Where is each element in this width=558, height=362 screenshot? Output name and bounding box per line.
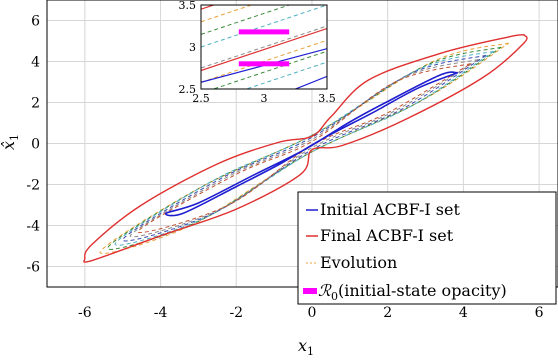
inset-y-tick-label-2: 3.5 bbox=[179, 0, 197, 12]
inset: 2.5 3 3.5 2.5 3 3.5 bbox=[179, 0, 336, 105]
inset-x-tick-label-2: 3.5 bbox=[318, 92, 336, 105]
inset-line-4 bbox=[201, 25, 327, 69]
x-tick-label-3: 0 bbox=[308, 305, 317, 321]
inset-line-7 bbox=[212, 50, 327, 89]
y-tick-label-6: 6 bbox=[31, 14, 40, 30]
final-acbf-set-curve bbox=[83, 33, 528, 263]
opacity-bar-1 bbox=[238, 61, 290, 67]
inset-frame-border bbox=[200, 4, 328, 90]
y-axis-label: x̂ 1 bbox=[0, 134, 21, 150]
legend-label-initial: Initial ACBF-I set bbox=[320, 200, 460, 219]
x-axis-label: x 1 bbox=[298, 336, 314, 358]
curves-layer bbox=[83, 33, 528, 263]
x-axis-label-text: x bbox=[298, 336, 307, 355]
y-axis-label-text: x̂ bbox=[0, 141, 18, 150]
inset-x-tick-label-1: 3 bbox=[261, 92, 268, 105]
x-tick-label-5: 4 bbox=[459, 305, 468, 321]
legend-label-evolution: Evolution bbox=[320, 253, 397, 272]
inset-y-tick-label-1: 3 bbox=[189, 41, 196, 54]
legend-label-opacity: (initial-state opacity) bbox=[338, 281, 507, 300]
x-tick-label-1: -4 bbox=[154, 305, 168, 321]
inset-line-2 bbox=[201, 5, 291, 35]
legend-swatch-opacity bbox=[303, 288, 317, 294]
inset-line-8 bbox=[244, 61, 327, 89]
inset-line-10 bbox=[293, 75, 327, 89]
legend: Initial ACBF-I set Final ACBF-I set Evol… bbox=[297, 191, 557, 305]
y-tick-label-3: 0 bbox=[31, 137, 40, 153]
inset-tick-labels: 2.5 3 3.5 2.5 3 3.5 bbox=[179, 0, 336, 105]
evolution-curve-5 bbox=[137, 63, 472, 234]
legend-label-final: Final ACBF-I set bbox=[320, 226, 454, 245]
y-tick-label-5: 4 bbox=[31, 55, 40, 71]
opacity-bar-0 bbox=[238, 29, 290, 35]
evolution-curve-2 bbox=[114, 50, 494, 246]
y-tick-label-4: 2 bbox=[31, 96, 40, 112]
inset-line-1 bbox=[201, 5, 253, 23]
inset-lines bbox=[201, 5, 327, 89]
x-axis-label-sub: 1 bbox=[307, 345, 314, 358]
y-tick-label-0: -6 bbox=[26, 260, 40, 276]
x-tick-label-2: -2 bbox=[229, 305, 243, 321]
legend-symbol-opacity: ℛ bbox=[318, 281, 332, 300]
inset-y-tick-label-0: 2.5 bbox=[179, 83, 197, 96]
y-tick-label-1: -4 bbox=[26, 219, 40, 235]
x-tick-label-4: 2 bbox=[383, 305, 392, 321]
tick-labels: -6 -4 -2 0 2 4 6 -6 -4 -2 0 2 4 6 bbox=[26, 14, 543, 322]
x-tick-label-6: 6 bbox=[535, 305, 544, 321]
x-tick-label-0: -6 bbox=[78, 305, 92, 321]
legend-box bbox=[297, 191, 557, 305]
y-axis-label-sub: 1 bbox=[8, 134, 21, 141]
inset-line-5 bbox=[201, 27, 327, 72]
y-tick-label-2: -2 bbox=[26, 178, 40, 194]
inset-line-6 bbox=[201, 39, 327, 83]
legend-symbol-sub-opacity: 0 bbox=[331, 290, 338, 303]
evolution-curve-0 bbox=[99, 42, 510, 254]
inset-line-3 bbox=[201, 5, 327, 48]
inset-x-tick-label-0: 2.5 bbox=[192, 92, 210, 105]
initial-acbf-set-curve bbox=[164, 71, 458, 217]
